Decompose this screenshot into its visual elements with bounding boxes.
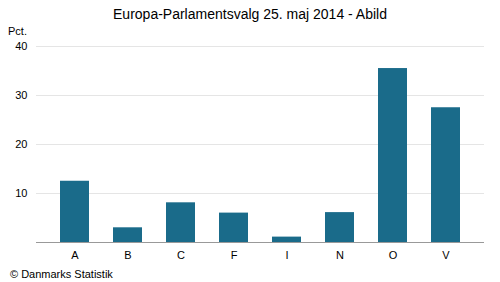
svg-text:B: B bbox=[124, 249, 131, 261]
svg-text:O: O bbox=[389, 249, 398, 261]
html-text:© Danmarks Statistik: © Danmarks Statistik bbox=[10, 268, 113, 280]
html-text:Pct.: Pct. bbox=[8, 25, 27, 37]
svg-text:I: I bbox=[285, 249, 288, 261]
svg-text:10: 10 bbox=[15, 187, 27, 199]
svg-text:N: N bbox=[336, 249, 344, 261]
svg-text:C: C bbox=[177, 249, 185, 261]
svg-text:V: V bbox=[442, 249, 450, 261]
svg-text:A: A bbox=[71, 249, 79, 261]
svg-text:40: 40 bbox=[15, 40, 27, 52]
svg-text:20: 20 bbox=[15, 138, 27, 150]
html-text:Europa-Parlamentsvalg 25. maj: Europa-Parlamentsvalg 25. maj 2014 - Abi… bbox=[113, 6, 387, 22]
svg-text:F: F bbox=[231, 249, 238, 261]
svg-text:30: 30 bbox=[15, 89, 27, 101]
